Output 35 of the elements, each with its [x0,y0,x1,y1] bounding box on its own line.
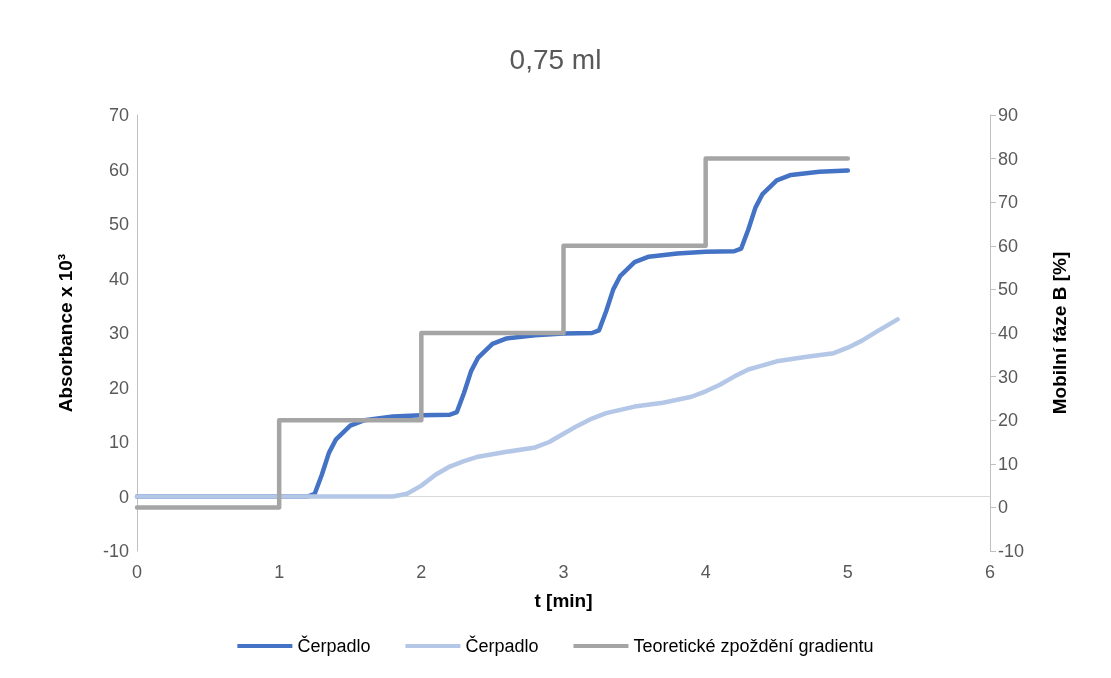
x-tick-label: 2 [416,562,427,582]
x-tick-label: 3 [558,562,569,582]
y2-tick-label: 60 [998,235,1019,256]
y-tick-label: 60 [108,159,129,180]
y2-axis-title: Mobilní fáze B [%] [1049,251,1070,415]
y-tick-label: 0 [118,486,129,507]
x-tick-label: 4 [700,562,711,582]
y2-tick-label: 90 [998,105,1019,125]
x-tick-label: 5 [842,562,853,582]
y-tick-label: 30 [108,323,129,343]
y-tick-label: 10 [108,432,129,452]
y2-tick-label: -10 [998,541,1025,561]
y2-tick-label: 30 [998,366,1019,387]
x-axis-title: t [min] [534,590,593,611]
legend-label: Čerpadlo [297,635,371,656]
y-tick-label: 70 [108,105,129,125]
y2-tick-label: 70 [998,192,1019,213]
line-series [134,317,900,499]
y-tick-label: 50 [108,214,129,234]
y2-tick-label: 0 [998,497,1009,518]
y-tick-label: -10 [102,541,129,561]
y2-tick-label: 50 [998,279,1019,300]
chart-title: 0,75 ml [509,43,602,75]
x-tick-label: 1 [274,562,285,582]
x-tick-label: 0 [131,562,143,582]
y-tick-label: 40 [108,268,129,289]
legend-label: Teoretické zpoždění gradientu [633,636,874,656]
y-tick-label: 20 [108,377,129,398]
y2-tick-label: 20 [998,410,1019,431]
legend-label: Čerpadlo [465,635,539,656]
x-tick-label: 6 [984,562,996,582]
y-axis-title: Absorbance x 10³ [55,253,76,413]
y2-tick-label: 80 [998,148,1019,169]
y2-tick-label: 40 [998,323,1019,343]
y2-tick-label: 10 [998,453,1019,474]
